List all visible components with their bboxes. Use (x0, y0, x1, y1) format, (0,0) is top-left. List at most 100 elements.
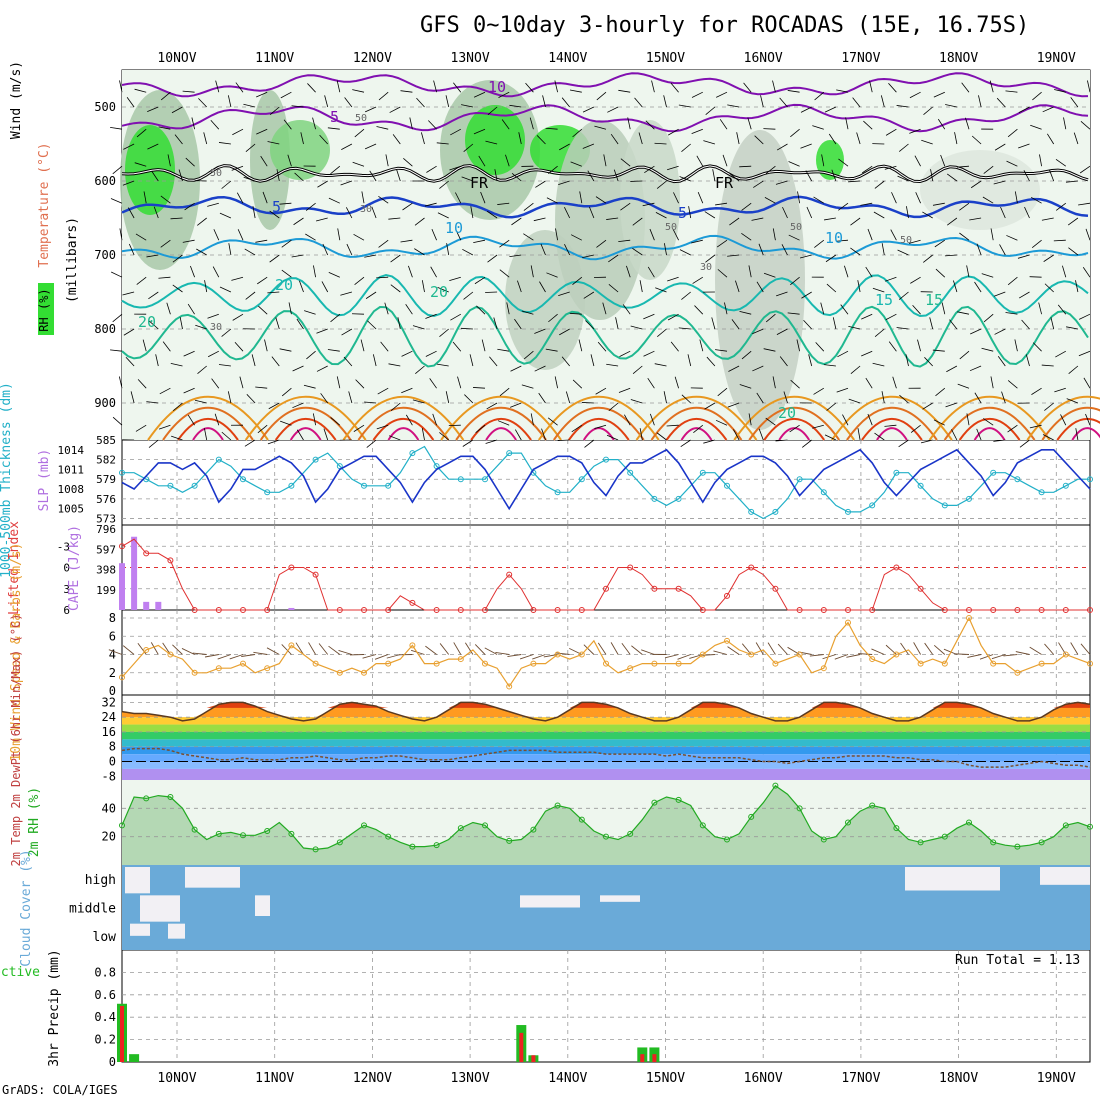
wind-barb (607, 106, 619, 113)
wind-barb (856, 132, 861, 145)
wind-speed-line-point (288, 642, 295, 649)
temp-band (122, 754, 1090, 762)
wind-barb (969, 217, 982, 221)
wind-barb (486, 402, 498, 410)
wind-barb (478, 155, 486, 167)
wind-barb (1041, 217, 1054, 221)
contour-label: 50 (355, 113, 367, 124)
wind-barb (630, 399, 643, 404)
wind-barb (366, 439, 377, 448)
wind-barb (909, 128, 921, 134)
upper-wind-axis-label: Wind (m/s) (9, 61, 24, 139)
wind-speed-line-point (845, 619, 851, 626)
wind-speed-tick: 2 (109, 666, 116, 680)
wind-barb (312, 117, 316, 130)
wind-barb (716, 91, 728, 98)
thickness-line-point (772, 508, 779, 515)
wind-barb (327, 349, 340, 352)
wind-barb (596, 239, 607, 248)
wind-barb (657, 328, 667, 337)
wind-barb (832, 317, 837, 330)
wind-barb (125, 356, 135, 367)
wind-barb (1018, 143, 1030, 149)
wind-barb (397, 317, 401, 330)
wind-speed-line-point (385, 660, 392, 667)
wind-barb (783, 391, 788, 404)
wind-barb (703, 439, 716, 444)
wind-barb (450, 313, 461, 321)
precip-convective-bar (652, 1054, 657, 1062)
wind-barb (679, 176, 691, 182)
wind-barb (921, 139, 933, 145)
wind-barb (472, 387, 486, 389)
wind-barb (632, 365, 643, 375)
run-total-label: Run Total = 1.13 (955, 953, 1080, 968)
wind-barb (162, 341, 171, 352)
wind-barb (823, 217, 836, 221)
warm-isotherm-arch (440, 395, 562, 441)
surface-wind-barb (755, 642, 764, 655)
wind-barb (1041, 364, 1054, 367)
wind-barb (294, 172, 304, 182)
wind-barb (1068, 365, 1079, 374)
wind-barb (1050, 317, 1055, 330)
wind-barb (119, 80, 123, 93)
wind-barb (305, 202, 316, 211)
panel-frame (121, 609, 1091, 696)
thickness-tick: 585 (96, 434, 116, 447)
rh-tick: 20 (102, 830, 116, 844)
wind-barb (166, 302, 171, 315)
wind-barb (147, 143, 159, 150)
wind-barb (1063, 117, 1067, 130)
wind-barb (613, 169, 619, 182)
surface-wind-barb (664, 654, 679, 659)
wind-barb (1005, 312, 1018, 315)
wind-barb (824, 434, 837, 441)
wind-barb (554, 376, 558, 389)
wind-speed-line-point (457, 656, 464, 663)
wind-barb (872, 362, 885, 367)
wind-barb (896, 327, 909, 330)
surface-wind-barb (318, 643, 329, 655)
wind-barb (376, 126, 389, 130)
warm-isotherm-arch (192, 427, 224, 441)
wind-barb (1038, 302, 1042, 315)
wind-speed-line-point (336, 669, 343, 676)
wind-barb (800, 143, 812, 149)
wind-barb (561, 97, 571, 108)
wind-barb (765, 165, 776, 174)
rh-line-point (699, 822, 706, 829)
wind-barb (464, 394, 474, 404)
wind-speed-line-point (409, 642, 416, 649)
surface-wind-barb (871, 648, 885, 655)
wind-barb (1014, 191, 1018, 204)
wind-barb (1083, 377, 1091, 389)
wind-barb (747, 117, 752, 130)
wind-barb (831, 169, 837, 182)
wind-speed-tick: 6 (109, 629, 116, 643)
wind-barb (779, 356, 788, 367)
wind-barb (291, 105, 304, 108)
rh-line-point (336, 839, 343, 846)
wind-barb (922, 402, 933, 410)
wind-barb (428, 120, 437, 130)
wind-barb (317, 180, 328, 188)
wind-barb (603, 154, 607, 167)
wind-barb (946, 365, 958, 373)
warm-isotherm-arch (342, 395, 465, 441)
wind-barb (838, 158, 849, 167)
wind-barb (416, 97, 425, 108)
wind-barb (232, 128, 244, 136)
wind-barb (1019, 439, 1030, 448)
wind-barb (1006, 160, 1018, 167)
wind-barb (324, 95, 329, 108)
wind-barb (705, 254, 716, 263)
wind-barb (970, 328, 982, 335)
wind-barb (739, 311, 752, 315)
lifted-tick: 0 (63, 562, 70, 575)
wind-barb (935, 268, 946, 278)
wind-barb (874, 180, 885, 189)
rh-line-point (578, 816, 585, 823)
wind-barb (173, 402, 183, 412)
